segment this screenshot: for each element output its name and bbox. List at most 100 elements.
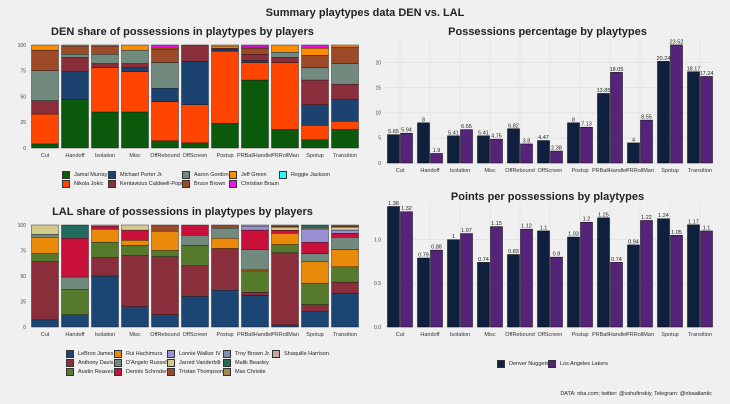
y-tick-label: 10 (375, 111, 381, 117)
legend-swatch (167, 359, 175, 367)
legend-label: Kentavious Caldwell-Pope (120, 181, 185, 187)
x-tick-label: Spotup (661, 332, 678, 338)
bar-denver-nuggets-cut (387, 206, 400, 328)
data-label: 1.1 (703, 225, 711, 231)
bar-los-angeles-lakers-offrebound (520, 143, 533, 164)
x-tick-label: Handoff (65, 153, 85, 159)
legend-swatch (167, 350, 175, 358)
x-tick-label: Cut (41, 332, 50, 338)
data-label: 18.17 (687, 66, 701, 72)
legend-swatch (229, 171, 237, 179)
legend-label: Reggie Jackson (291, 172, 331, 178)
stack-segment-jeff-green-cut (31, 44, 59, 51)
stack-segment-kentavious-caldwell-pope-offscreen (181, 44, 209, 62)
data-label: 8 (422, 117, 425, 123)
x-tick-label: OffRebound (505, 332, 535, 338)
stack-segment-nikola-jokic-cut (31, 113, 59, 145)
legend-item-denver-nuggets: Denver Nuggets (497, 360, 549, 368)
x-tick-label: Cut (396, 168, 405, 174)
y-tick-label: 20 (375, 60, 381, 66)
bar-denver-nuggets-isolation (447, 239, 460, 328)
y-tick-label: 0 (378, 161, 381, 167)
data-label: 13.85 (597, 88, 611, 94)
y-tick-label: 0 (23, 146, 26, 152)
y-tick-label: 50 (20, 94, 26, 100)
data-label: 0.83 (508, 249, 519, 255)
stack-segment-jeff-green-prrollman (271, 44, 299, 53)
legend-label: Los Angeles Lakers (560, 361, 609, 367)
bar-denver-nuggets-misc (477, 262, 490, 328)
x-tick-label: OffRebound (150, 332, 180, 338)
legend-label: Max Christie (235, 369, 266, 375)
bar-los-angeles-lakers-cut (400, 132, 413, 164)
legend-label: Lonnie Walker IV (179, 351, 221, 357)
stack-segment-aaron-gordon-cut (31, 70, 59, 101)
legend-swatch (66, 350, 74, 358)
data-label: 1.07 (461, 228, 472, 234)
legend-swatch (62, 171, 70, 179)
stack-segment-nikola-jokic-offrebound (151, 101, 179, 141)
y-tick-label: 1.0 (374, 237, 381, 243)
data-label: 0.94 (628, 239, 639, 245)
stack-segment-dennis-schroder-handoff (61, 238, 89, 278)
stack-segment-jarred-vanderbilt-prballhandler (241, 224, 269, 227)
bar-los-angeles-lakers-prballhandler (610, 72, 623, 164)
bar-denver-nuggets-offscreen (537, 140, 550, 164)
stack-segment-lebron-james-prballhandler (241, 295, 269, 328)
data-label: 1.9 (433, 148, 441, 154)
legend-swatch (66, 368, 74, 376)
bar-denver-nuggets-transition (687, 71, 700, 164)
legend-item-rui-hachimura: Rui Hachimura (114, 350, 162, 358)
legend-label: Austin Reaves (78, 369, 114, 375)
den-share-title: DEN share of possessions in playtypes by… (51, 26, 314, 38)
x-tick-label: PRBallHandler (592, 168, 628, 174)
bar-los-angeles-lakers-prballhandler (610, 262, 623, 328)
poss-pct-title: Possessions percentage by playtypes (448, 26, 647, 38)
legend-item-michael-porter-jr: Michael Porter Jr. (108, 171, 163, 179)
stack-segment-anthony-davis-offscreen (181, 265, 209, 297)
bar-denver-nuggets-isolation (447, 135, 460, 164)
legend-swatch (108, 171, 116, 179)
legend-swatch (62, 180, 70, 188)
data-label: 6.65 (461, 124, 472, 130)
y-tick-label: 100 (18, 43, 27, 49)
x-tick-label: Postup (216, 332, 233, 338)
y-tick-label: 0.0 (374, 325, 381, 331)
legend-item-jamal-murray: Jamal Murray (62, 171, 107, 179)
legend-label: Aaron Gordon (194, 172, 229, 178)
legend-item-shaquille-harrison: Shaquille Harrison (272, 350, 329, 358)
stack-segment-jamal-murray-misc (121, 111, 149, 149)
x-tick-label: Isolation (450, 168, 471, 174)
data-label: 0.88 (431, 245, 442, 251)
bar-los-angeles-lakers-transition (700, 230, 713, 328)
legend-swatch (182, 180, 190, 188)
stack-segment-michael-porter-jr-offscreen (181, 61, 209, 105)
stack-segment-malik-beasley-handoff (61, 224, 89, 239)
y-tick-label: 25 (20, 299, 26, 305)
data-label: 1.17 (688, 219, 699, 225)
poss-pct-chart: Cut Handoff Isolation Misc OffRebound OffScre… (375, 39, 715, 174)
stack-segment-max-christie-transition (331, 224, 359, 227)
y-tick-label: 75 (20, 69, 26, 75)
legend-swatch (548, 360, 556, 368)
legend-label: Denver Nuggets (509, 361, 549, 367)
stack-segment-kentavious-caldwell-pope-spotup (301, 79, 329, 105)
bar-denver-nuggets-transition (687, 224, 700, 328)
legend-label: Bruce Brown (194, 181, 226, 187)
legend-item-jarred-vanderbilt: Jarred Vanderbilt (167, 359, 220, 367)
bar-los-angeles-lakers-handoff (430, 153, 443, 164)
x-tick-label: Cut (41, 153, 50, 159)
y-tick-label: 0 (23, 325, 26, 331)
x-tick-label: PRRollMan (271, 153, 299, 159)
data-label: 0.74 (478, 257, 489, 263)
legend-label: Jamal Murray (74, 172, 108, 178)
y-tick-label: 15 (375, 85, 381, 91)
legend-swatch (279, 171, 287, 179)
legend-item-christian-braun: Christian Braun (229, 180, 279, 188)
x-tick-label: Transition (333, 153, 357, 159)
legend-swatch (167, 368, 175, 376)
x-tick-label: PRBallHandler (237, 332, 273, 338)
legend-swatch (108, 180, 116, 188)
legend-swatch (114, 368, 122, 376)
x-tick-label: Isolation (450, 332, 471, 338)
